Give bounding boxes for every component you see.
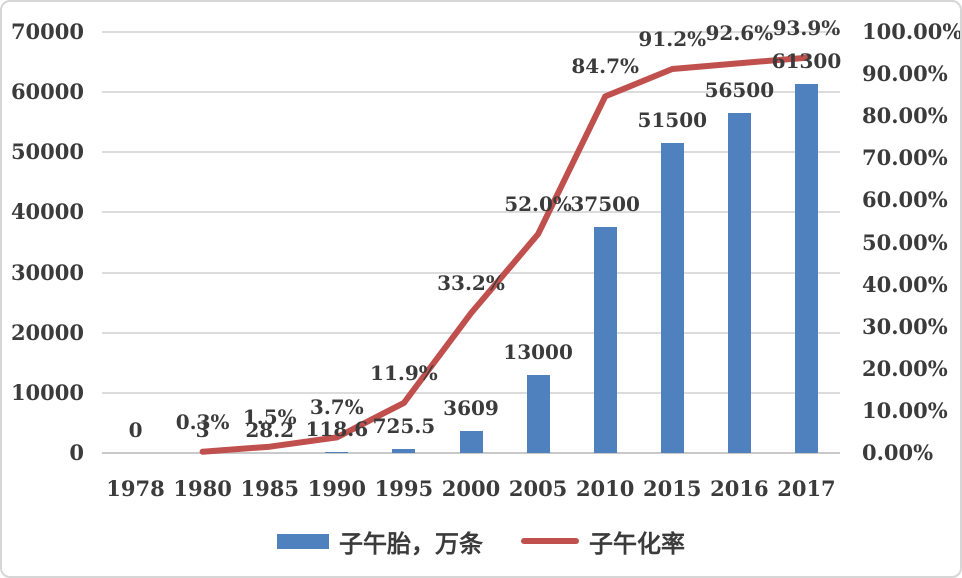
- y-axis-right-tick-label: 80.00%: [862, 103, 948, 129]
- bar-series-swatch-icon: [277, 533, 329, 549]
- x-axis-tick-label: 2010: [575, 476, 635, 501]
- bar-data-label: 56500: [704, 78, 775, 103]
- y-axis-right-tick-label: 10.00%: [862, 397, 948, 423]
- line-data-label: 33.2%: [437, 271, 505, 296]
- x-axis-tick-label: 1995: [374, 476, 434, 501]
- gridline: [102, 151, 840, 154]
- legend-label-line-series: 子午化率: [589, 528, 685, 558]
- line-data-label: 3.7%: [309, 395, 364, 420]
- bar: [727, 113, 751, 453]
- line-data-label: 92.6%: [705, 21, 774, 46]
- y-axis-right-tick-label: 60.00%: [862, 187, 948, 213]
- bar-data-label: 61300: [771, 49, 842, 74]
- bar-data-label: 0: [128, 418, 143, 442]
- bar: [325, 452, 349, 453]
- line-data-label: 0.3%: [175, 409, 230, 434]
- x-axis-tick-label: 2016: [710, 476, 769, 501]
- bar-data-label: 13000: [503, 339, 573, 364]
- y-axis-right-tick-label: 40.00%: [862, 271, 948, 297]
- x-axis-tick-label: 1980: [173, 476, 232, 501]
- line-series-swatch-icon: [521, 538, 579, 544]
- x-axis-tick-label: 2005: [508, 476, 568, 501]
- bar: [526, 374, 550, 453]
- y-axis-left-tick-label: 10000: [10, 379, 84, 405]
- y-axis-right-tick-label: 30.00%: [862, 313, 948, 339]
- bar: [593, 227, 617, 453]
- x-axis-tick-label: 2015: [643, 476, 702, 501]
- gridline: [102, 331, 840, 334]
- x-axis-tick-label: 2000: [441, 476, 501, 501]
- y-axis-right-tick-label: 0.00%: [862, 440, 934, 465]
- bar-data-label: 28.2: [245, 417, 295, 442]
- bar: [660, 143, 684, 453]
- line-data-label: 52.0%: [504, 192, 572, 217]
- legend-item-line-series: 子午化率: [521, 524, 685, 559]
- gridline: [102, 391, 840, 394]
- y-axis-left-tick-label: 30000: [10, 259, 84, 285]
- y-axis-left-tick-label: 60000: [10, 79, 84, 105]
- line-data-label: 91.2%: [638, 27, 707, 52]
- bar-data-label: 3: [195, 417, 210, 442]
- y-axis-right-tick-label: 70.00%: [862, 145, 948, 171]
- bar-data-label: 37500: [570, 192, 640, 217]
- gridline: [102, 452, 840, 454]
- chart-legend: 子午胎，万条 子午化率: [2, 524, 960, 558]
- x-axis-tick-label: 1990: [307, 476, 367, 501]
- line-data-label: 84.7%: [571, 54, 640, 79]
- y-axis-left-tick-label: 40000: [10, 199, 84, 225]
- y-axis-right-tick-label: 50.00%: [862, 229, 948, 255]
- bar: [392, 448, 416, 453]
- y-axis-left-tick-label: 50000: [10, 139, 84, 165]
- bar-data-label: 725.5: [372, 413, 436, 438]
- y-axis-left-tick-label: 0: [69, 440, 84, 465]
- y-axis-left-tick-label: 70000: [10, 19, 84, 44]
- bar-data-label: 3609: [443, 396, 499, 421]
- gridline: [102, 271, 840, 274]
- x-axis-tick-label: 1985: [240, 476, 299, 501]
- gridline: [102, 31, 840, 33]
- bar: [459, 431, 483, 453]
- y-axis-left-tick-label: 20000: [10, 319, 84, 345]
- line-data-label: 11.9%: [370, 360, 438, 385]
- gridline: [102, 91, 840, 94]
- y-axis-right-tick-label: 100.00%: [862, 19, 962, 44]
- x-axis-tick-label: 1978: [106, 476, 165, 501]
- bar: [794, 84, 818, 453]
- legend-item-bar-series: 子午胎，万条: [277, 524, 483, 559]
- y-axis-right-tick-label: 20.00%: [862, 355, 948, 381]
- legend-label-bar-series: 子午胎，万条: [339, 528, 483, 558]
- bar-data-label: 118.6: [305, 417, 369, 442]
- gridline: [102, 211, 840, 214]
- y-axis-right-tick-label: 90.00%: [862, 61, 948, 87]
- line-data-label: 1.5%: [242, 404, 297, 429]
- line-data-label: 93.9%: [772, 15, 841, 40]
- x-axis-tick-label: 2017: [777, 476, 836, 501]
- bar-data-label: 51500: [637, 108, 708, 133]
